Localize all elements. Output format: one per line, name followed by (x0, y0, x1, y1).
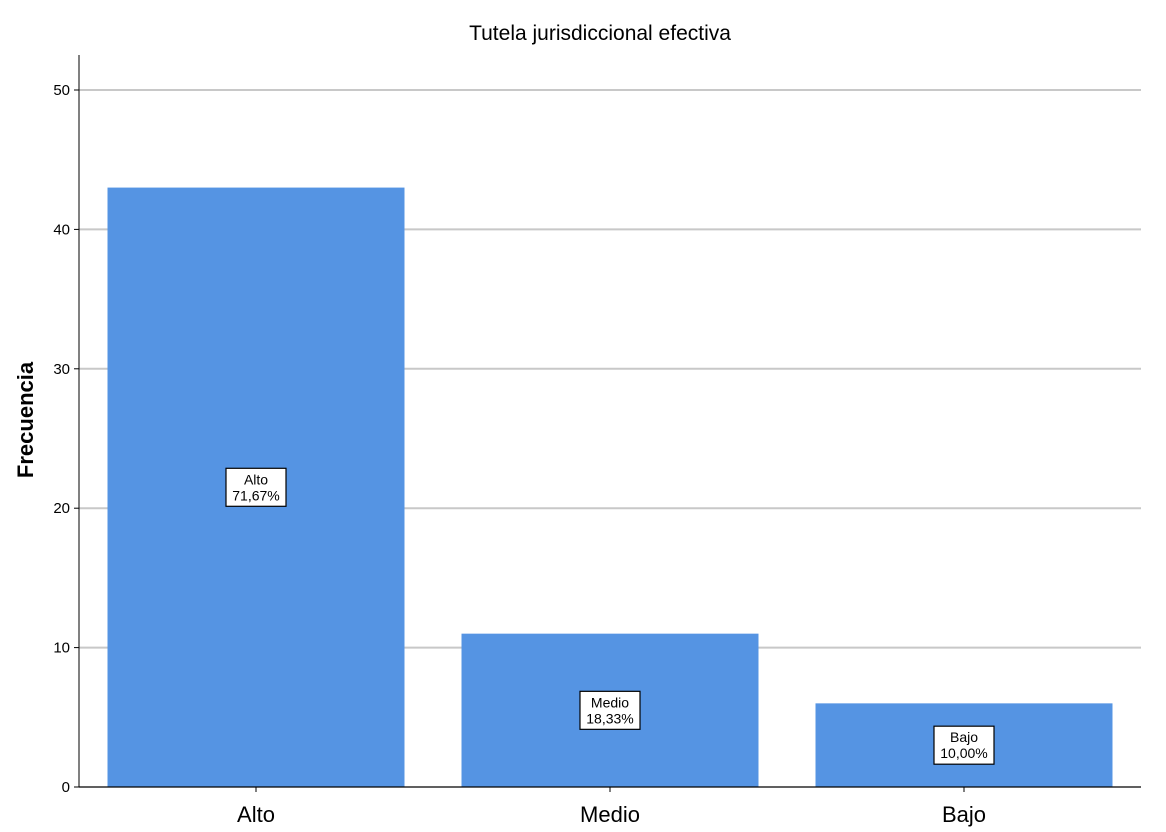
x-tick-label-medio: Medio (580, 802, 640, 827)
x-tick-label-bajo: Bajo (942, 802, 986, 827)
y-tick-label-10: 10 (53, 640, 70, 657)
chart-title: Tutela jurisdiccional efectiva (469, 22, 731, 45)
data-label-line-1: Alto (244, 471, 268, 487)
data-label-line-1: Medio (591, 694, 629, 710)
y-tick-label-20: 20 (53, 500, 70, 517)
y-tick-label-50: 50 (53, 82, 70, 99)
data-label-box (579, 690, 641, 730)
data-label-line-2: 18,33% (586, 710, 633, 726)
data-label-box (225, 467, 287, 507)
x-tick-label-alto: Alto (237, 802, 275, 827)
axes (74, 55, 1141, 792)
tick-labels: 0 10 20 30 40 50 Alto Medio Bajo (53, 82, 986, 827)
y-tick-label-30: 30 (53, 361, 70, 378)
data-label-box (933, 725, 995, 765)
data-label-line-2: 10,00% (940, 745, 987, 761)
data-label-line-2: 71,67% (232, 487, 279, 503)
data-label-line-1: Bajo (950, 729, 978, 745)
y-tick-label-40: 40 (53, 221, 70, 238)
y-axis-label: Frecuencia (13, 361, 38, 478)
y-tick-label-0: 0 (62, 779, 70, 796)
